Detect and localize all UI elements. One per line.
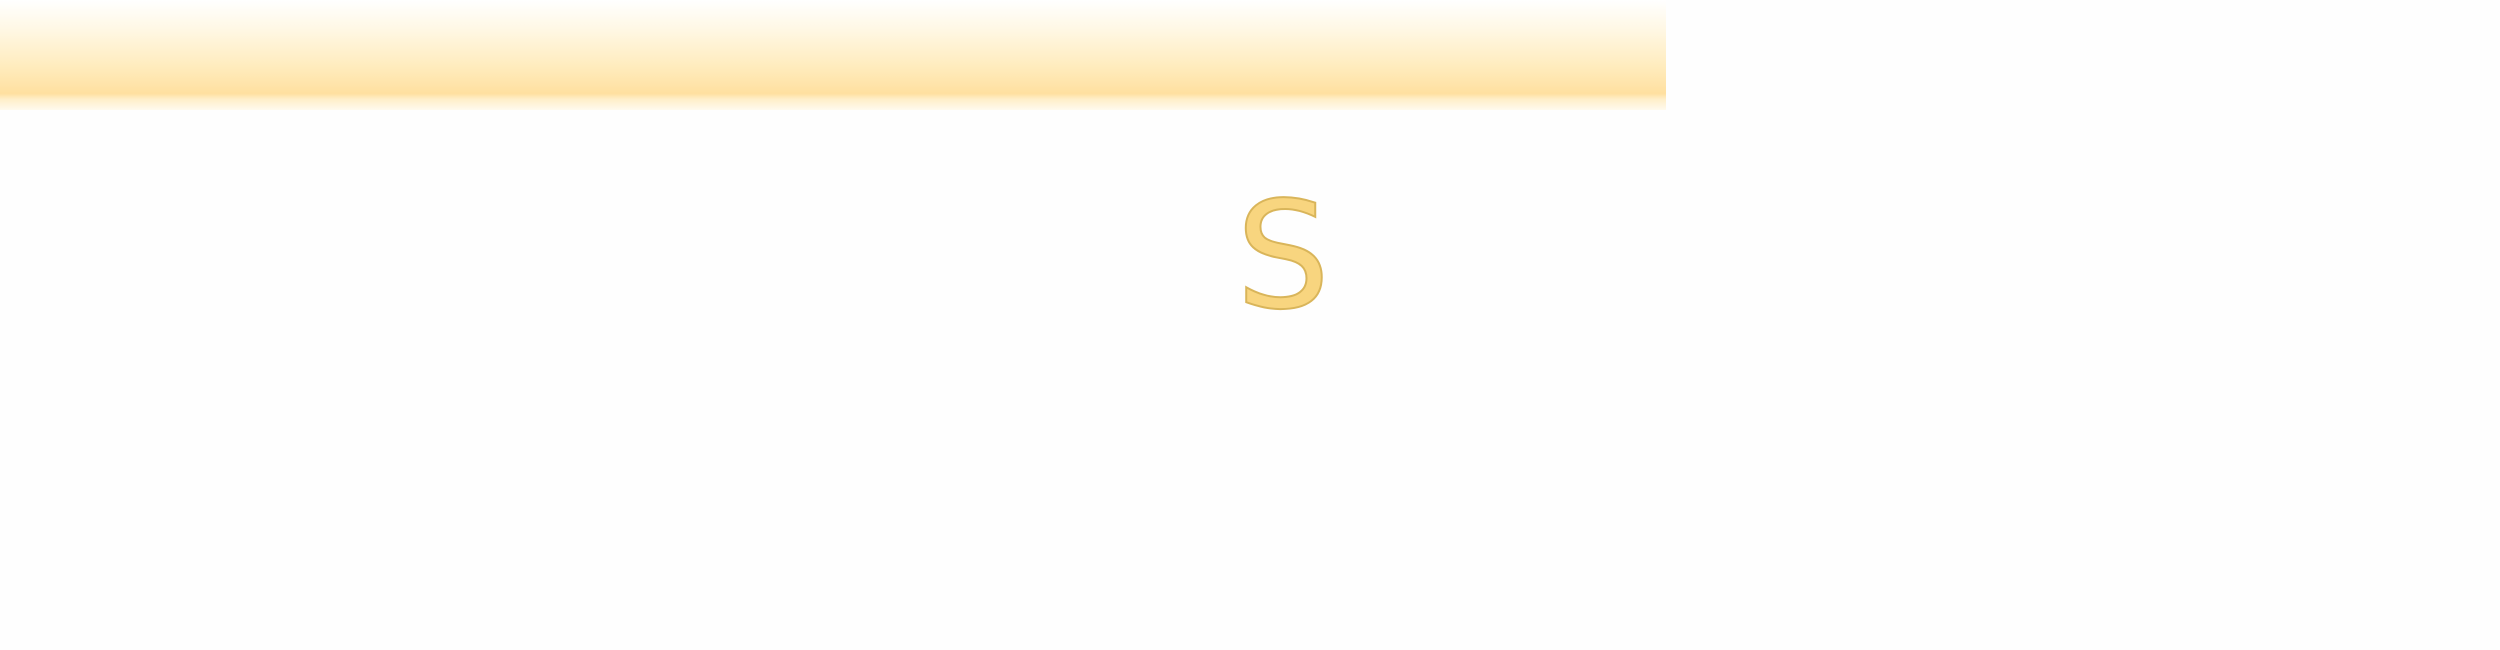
splash-logo-letter: S (1235, 170, 1331, 342)
top-gradient-bar (0, 0, 1666, 110)
